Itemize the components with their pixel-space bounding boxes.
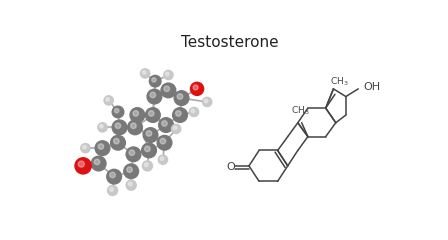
Circle shape <box>177 94 183 99</box>
Circle shape <box>141 69 150 78</box>
Circle shape <box>104 96 113 105</box>
Circle shape <box>160 138 166 144</box>
Circle shape <box>115 108 119 113</box>
Circle shape <box>193 85 198 90</box>
Circle shape <box>173 126 177 130</box>
Circle shape <box>130 108 145 122</box>
Circle shape <box>149 75 161 87</box>
Circle shape <box>111 135 125 150</box>
Circle shape <box>75 158 91 174</box>
Circle shape <box>148 111 154 116</box>
Circle shape <box>191 109 195 113</box>
Circle shape <box>112 120 127 135</box>
Circle shape <box>128 182 132 186</box>
Circle shape <box>172 124 181 133</box>
Circle shape <box>78 161 84 167</box>
Circle shape <box>124 164 138 179</box>
Circle shape <box>147 89 162 104</box>
Circle shape <box>158 155 168 164</box>
Circle shape <box>110 187 113 191</box>
Circle shape <box>152 78 156 82</box>
Circle shape <box>115 123 121 129</box>
Circle shape <box>110 172 115 178</box>
Circle shape <box>128 120 142 135</box>
Circle shape <box>95 141 110 156</box>
Circle shape <box>108 186 118 196</box>
Circle shape <box>98 123 107 132</box>
Circle shape <box>98 144 103 149</box>
Circle shape <box>127 167 132 172</box>
Circle shape <box>190 107 198 117</box>
Circle shape <box>94 159 100 165</box>
Circle shape <box>126 147 141 162</box>
Text: CH$_3$: CH$_3$ <box>330 76 349 88</box>
Circle shape <box>145 146 150 152</box>
Circle shape <box>142 71 146 74</box>
Circle shape <box>114 138 119 144</box>
Circle shape <box>143 128 158 142</box>
Circle shape <box>142 161 152 171</box>
Circle shape <box>133 111 138 116</box>
Circle shape <box>150 92 155 98</box>
Circle shape <box>172 108 187 122</box>
Circle shape <box>174 91 189 105</box>
Circle shape <box>100 125 103 128</box>
Circle shape <box>162 121 167 126</box>
Circle shape <box>146 131 152 136</box>
Circle shape <box>164 70 173 80</box>
Circle shape <box>161 83 176 98</box>
Circle shape <box>157 135 172 150</box>
Circle shape <box>81 144 90 153</box>
Text: Testosterone: Testosterone <box>181 35 278 50</box>
Circle shape <box>144 163 148 167</box>
Text: O: O <box>226 162 235 172</box>
Circle shape <box>112 106 124 118</box>
Circle shape <box>190 82 204 96</box>
Circle shape <box>164 86 169 92</box>
Circle shape <box>166 72 169 76</box>
Circle shape <box>106 98 109 101</box>
Text: CH$_3$: CH$_3$ <box>291 104 310 117</box>
Circle shape <box>176 111 181 116</box>
Circle shape <box>204 99 208 103</box>
Circle shape <box>126 180 136 190</box>
Circle shape <box>142 143 156 158</box>
Circle shape <box>107 169 121 184</box>
Circle shape <box>129 150 135 156</box>
Circle shape <box>131 123 136 129</box>
Circle shape <box>202 97 212 107</box>
Circle shape <box>159 118 173 132</box>
Circle shape <box>146 108 160 122</box>
Text: OH: OH <box>363 82 380 92</box>
Circle shape <box>160 157 164 160</box>
Circle shape <box>91 156 106 171</box>
Circle shape <box>83 145 86 149</box>
